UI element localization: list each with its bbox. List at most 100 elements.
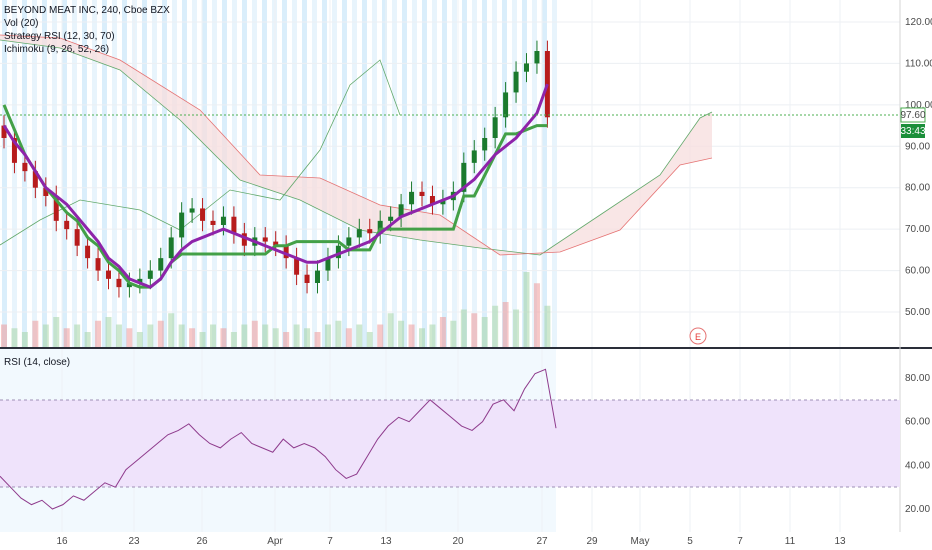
candle-body <box>74 229 80 246</box>
volume-bar <box>314 332 321 347</box>
overlay-lines <box>2 83 549 289</box>
earnings-marker[interactable] <box>689 327 707 345</box>
candle-body <box>388 216 394 221</box>
legend-strategy-rsi[interactable]: Strategy RSI (12, 30, 70) <box>4 31 115 42</box>
volume-bar <box>147 324 154 347</box>
background-stripe <box>122 0 127 347</box>
background-stripe <box>192 0 197 347</box>
rsi-line <box>0 368 557 510</box>
volume-bar <box>230 332 237 347</box>
background-stripe <box>62 0 67 347</box>
rsi-axis-ticks: 80.00 60.00 40.00 20.00 <box>905 373 930 515</box>
volume-bar <box>157 320 164 347</box>
time-tick-label: Apr <box>267 536 283 547</box>
background-stripe <box>292 0 297 347</box>
candle-body <box>398 204 404 217</box>
volume-bar <box>84 332 91 347</box>
legend-ichimoku[interactable]: Ichimoku (9, 26, 52, 26) <box>4 44 110 55</box>
background-stripe <box>442 0 447 347</box>
candle-body <box>95 258 101 271</box>
candle-body <box>106 270 111 279</box>
candle-body <box>283 245 289 259</box>
strategy-rsi-line <box>2 83 549 289</box>
volume-bar <box>439 317 446 347</box>
price-tick-label: 120.00 <box>905 17 932 28</box>
background-stripe <box>472 0 477 347</box>
background-stripe <box>42 0 47 347</box>
background-stripe <box>82 0 87 347</box>
background-stripe <box>302 0 307 347</box>
candle-body <box>461 162 467 192</box>
legend-rsi[interactable]: RSI (14, close) <box>4 357 71 368</box>
candle-body <box>273 241 279 246</box>
candle-body <box>377 220 383 234</box>
volume-bar <box>63 328 70 347</box>
background-stripe <box>12 0 17 347</box>
volume-bar <box>126 328 133 347</box>
background-stripe <box>402 0 407 347</box>
candle-body <box>231 216 237 234</box>
volume-bar <box>366 332 373 347</box>
background-stripe <box>72 0 77 347</box>
volume-bars <box>1 272 551 347</box>
candle-body <box>53 196 59 221</box>
rsi-tick-label: 60.00 <box>905 417 930 428</box>
main-legend: BEYOND MEAT INC, 240, Cboe BZX Vol (20) … <box>4 4 170 56</box>
senkou-span-b <box>0 34 713 256</box>
volume-bar <box>533 283 540 347</box>
background-stripe <box>532 0 537 347</box>
candle-body <box>137 278 143 283</box>
volume-bar <box>293 324 300 347</box>
volume-bar <box>11 328 18 347</box>
rsi-tick-label: 40.00 <box>905 460 930 471</box>
background-stripe <box>502 0 507 347</box>
candle-body <box>116 278 122 288</box>
volume-bar <box>21 332 28 347</box>
candle-body <box>315 270 320 283</box>
candle-body <box>200 208 206 221</box>
candle-body <box>179 212 185 238</box>
price-tick-label: 70.00 <box>905 224 930 235</box>
background-stripe <box>512 0 517 347</box>
background-stripe <box>162 0 167 347</box>
volume-bar <box>398 320 405 347</box>
price-tick-label: 100.00 <box>905 100 932 111</box>
volume-bar <box>304 328 311 347</box>
last-price-badge <box>900 107 926 123</box>
volume-bar <box>450 320 457 347</box>
time-tick-label: 7 <box>327 536 333 547</box>
background-stripe <box>142 0 147 347</box>
last-price-label: 97.60 <box>900 110 925 121</box>
volume-bar <box>251 320 258 347</box>
candle-body <box>367 229 373 234</box>
candle-body <box>220 216 226 225</box>
candle-body <box>524 63 529 72</box>
time-tick-label: 11 <box>785 536 796 547</box>
background-stripe <box>222 0 227 347</box>
legend-volume[interactable]: Vol (20) <box>4 18 39 29</box>
volume-bar <box>283 332 290 347</box>
cloud-fill <box>0 35 712 255</box>
candle-body <box>168 237 174 259</box>
time-tick-label: 16 <box>56 536 68 547</box>
volume-bar <box>241 324 248 347</box>
legend-symbol[interactable]: BEYOND MEAT INC, 240, Cboe BZX <box>4 5 170 16</box>
candle-body <box>241 233 247 246</box>
time-tick-label: 29 <box>586 536 598 547</box>
background-stripe <box>412 0 417 347</box>
candle-body <box>440 200 446 205</box>
background-stripe <box>542 0 547 347</box>
volume-bar <box>408 324 415 347</box>
candle-body <box>409 191 415 205</box>
volume-bar <box>168 313 175 347</box>
background-stripe <box>362 0 367 347</box>
background-stripe <box>112 0 117 347</box>
background-stripe <box>102 0 107 347</box>
volume-bar <box>345 328 352 347</box>
volume-bar <box>429 324 436 347</box>
time-tick-label: 5 <box>687 536 693 547</box>
price-axis-ticks: 120.00 110.00 100.00 90.00 80.00 70.00 60.00 50… <box>905 17 932 318</box>
senkou-span-a <box>0 39 713 256</box>
candle-body <box>335 245 341 259</box>
